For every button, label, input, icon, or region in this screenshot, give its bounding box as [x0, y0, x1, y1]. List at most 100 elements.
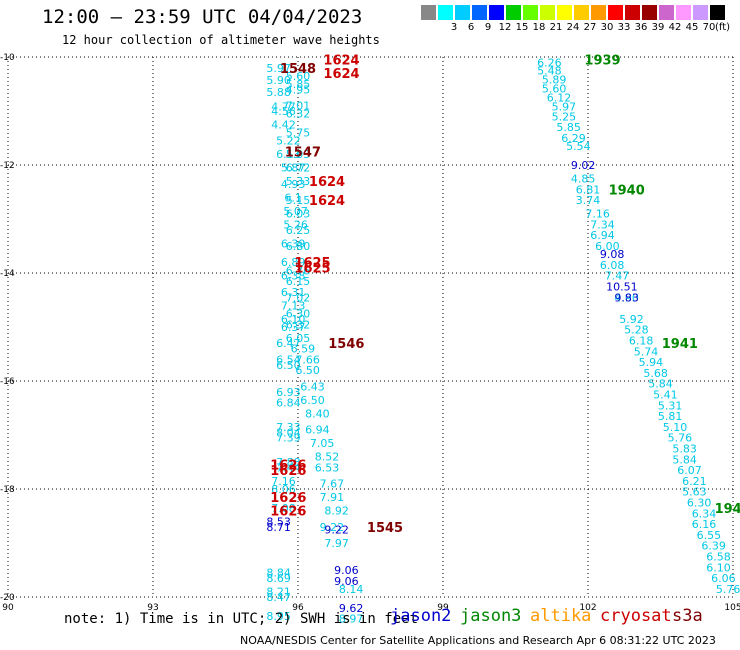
x-tick-label: 99 [437, 603, 449, 613]
color-scale-label: 21 [549, 22, 563, 33]
data-label: 5.89 [542, 74, 567, 87]
data-label: 7.44 [276, 461, 301, 474]
data-label: 6.08 [600, 259, 625, 272]
data-label: 5.74 [634, 345, 659, 358]
data-label: 5.83 [672, 443, 697, 456]
data-label: 8.95 [266, 610, 291, 623]
data-label: 5.03 [286, 148, 311, 161]
color-scale-label: 3 [450, 22, 458, 33]
data-label: 6.38 [281, 270, 306, 283]
data-label: 7.33 [276, 421, 301, 434]
pass-time-label: 1626 [270, 459, 306, 474]
data-label: 9.22 [324, 524, 349, 537]
color-swatch [523, 5, 539, 20]
data-label: 4.42 [271, 119, 296, 132]
pass-time-label: 1624 [323, 54, 359, 69]
color-swatch [489, 5, 505, 20]
x-tick-label: 93 [147, 603, 158, 613]
data-label: 7.16 [585, 208, 610, 221]
y-tick-label: -10 [0, 53, 15, 63]
pass-time-label: 1939 [584, 54, 620, 69]
data-label: 5.94 [639, 356, 664, 369]
data-label: 4.85 [571, 173, 596, 186]
data-label: 9.06 [334, 575, 359, 588]
data-label: 6.30 [687, 497, 712, 510]
color-scale-label: 18 [532, 22, 546, 33]
data-label: 6.84 [276, 397, 301, 410]
color-swatch [574, 5, 590, 20]
x-tick-label: 105 [724, 603, 740, 613]
data-label: 5.25 [552, 110, 577, 123]
y-tick-label: -16 [0, 377, 15, 387]
data-label: 7.47 [605, 270, 630, 283]
color-swatch [676, 5, 692, 20]
data-label: 5.87 [281, 162, 306, 175]
y-tick-label: -14 [0, 269, 15, 279]
data-label: 7.08 [271, 502, 296, 515]
data-label: 6.55 [697, 529, 722, 542]
data-label: 6.10 [706, 561, 731, 574]
data-label: 6.47 [276, 337, 301, 350]
x-tick-label: 90 [2, 603, 14, 613]
data-label: 6.39 [701, 540, 726, 553]
data-label: 5.31 [658, 399, 683, 412]
data-label: 6.58 [706, 551, 731, 564]
data-label: 6.05 [286, 332, 311, 345]
data-label: 6.07 [677, 464, 702, 477]
pass-time-label: 1940 [609, 183, 645, 198]
color-swatch [557, 5, 573, 20]
data-label: 6.12 [547, 92, 572, 105]
data-label: 6.50 [276, 359, 301, 372]
data-label: 5.85 [556, 121, 581, 134]
data-label: 6.29 [561, 132, 586, 145]
data-label: 6.25 [286, 224, 311, 237]
data-label: 7.02 [286, 291, 311, 304]
pass-time-label: 1626 [270, 505, 306, 520]
data-label: 6.50 [295, 364, 320, 377]
data-label: 6.72 [286, 162, 311, 175]
pass-time-label: 1626 [270, 491, 306, 506]
data-label: 9.83 [614, 291, 639, 304]
color-scale-label: 39 [651, 22, 665, 33]
color-scale-label: 42 [668, 22, 682, 33]
data-label: 6.34 [692, 507, 717, 520]
data-label: 4.90 [614, 291, 639, 304]
data-label: 6.16 [692, 518, 717, 531]
data-label: 6.54 [276, 353, 301, 366]
data-label: 6.80 [286, 240, 311, 253]
data-label: 6.30 [286, 308, 311, 321]
data-label: 4.56 [271, 105, 296, 118]
color-swatch [625, 5, 641, 20]
data-label: 5.48 [537, 65, 562, 78]
color-swatch [421, 5, 437, 20]
data-label: 9.08 [600, 248, 625, 261]
credit-line: NOAA/NESDIS Center for Satellite Applica… [240, 634, 716, 647]
data-label: 6.18 [629, 335, 654, 348]
data-label: 5.22 [276, 135, 301, 148]
data-label: 6.37 [281, 321, 306, 334]
legend-jason3: jason3 [460, 606, 522, 626]
data-label: 4.95 [286, 83, 311, 96]
data-label: 5.60 [542, 82, 567, 95]
data-label: 8.92 [324, 505, 349, 518]
pass-time-label: 1547 [285, 146, 321, 161]
data-label: 5.07 [283, 205, 308, 218]
data-label: 6.94 [590, 229, 615, 242]
data-label: 6.1 [284, 191, 302, 204]
data-label: 6.39 [281, 237, 306, 250]
color-scale-label: 33 [617, 22, 631, 33]
color-scale-label: 70 [702, 22, 716, 33]
pass-time-label: 1545 [367, 521, 403, 536]
pass-time-label: 1624 [323, 67, 359, 82]
data-label: 10.51 [606, 281, 638, 294]
data-label: 5.84 [672, 453, 697, 466]
data-label: 6.06 [711, 572, 736, 585]
color-scale-label: 45 [685, 22, 699, 33]
data-label: 7.66 [295, 353, 320, 366]
data-label: 3.74 [576, 194, 601, 207]
data-label: 7.91 [320, 491, 345, 504]
data-label: 6.59 [291, 343, 316, 356]
color-swatch [455, 5, 471, 20]
legend-cryosat: cryosat [600, 606, 672, 626]
data-label: 8.04 [276, 426, 301, 439]
